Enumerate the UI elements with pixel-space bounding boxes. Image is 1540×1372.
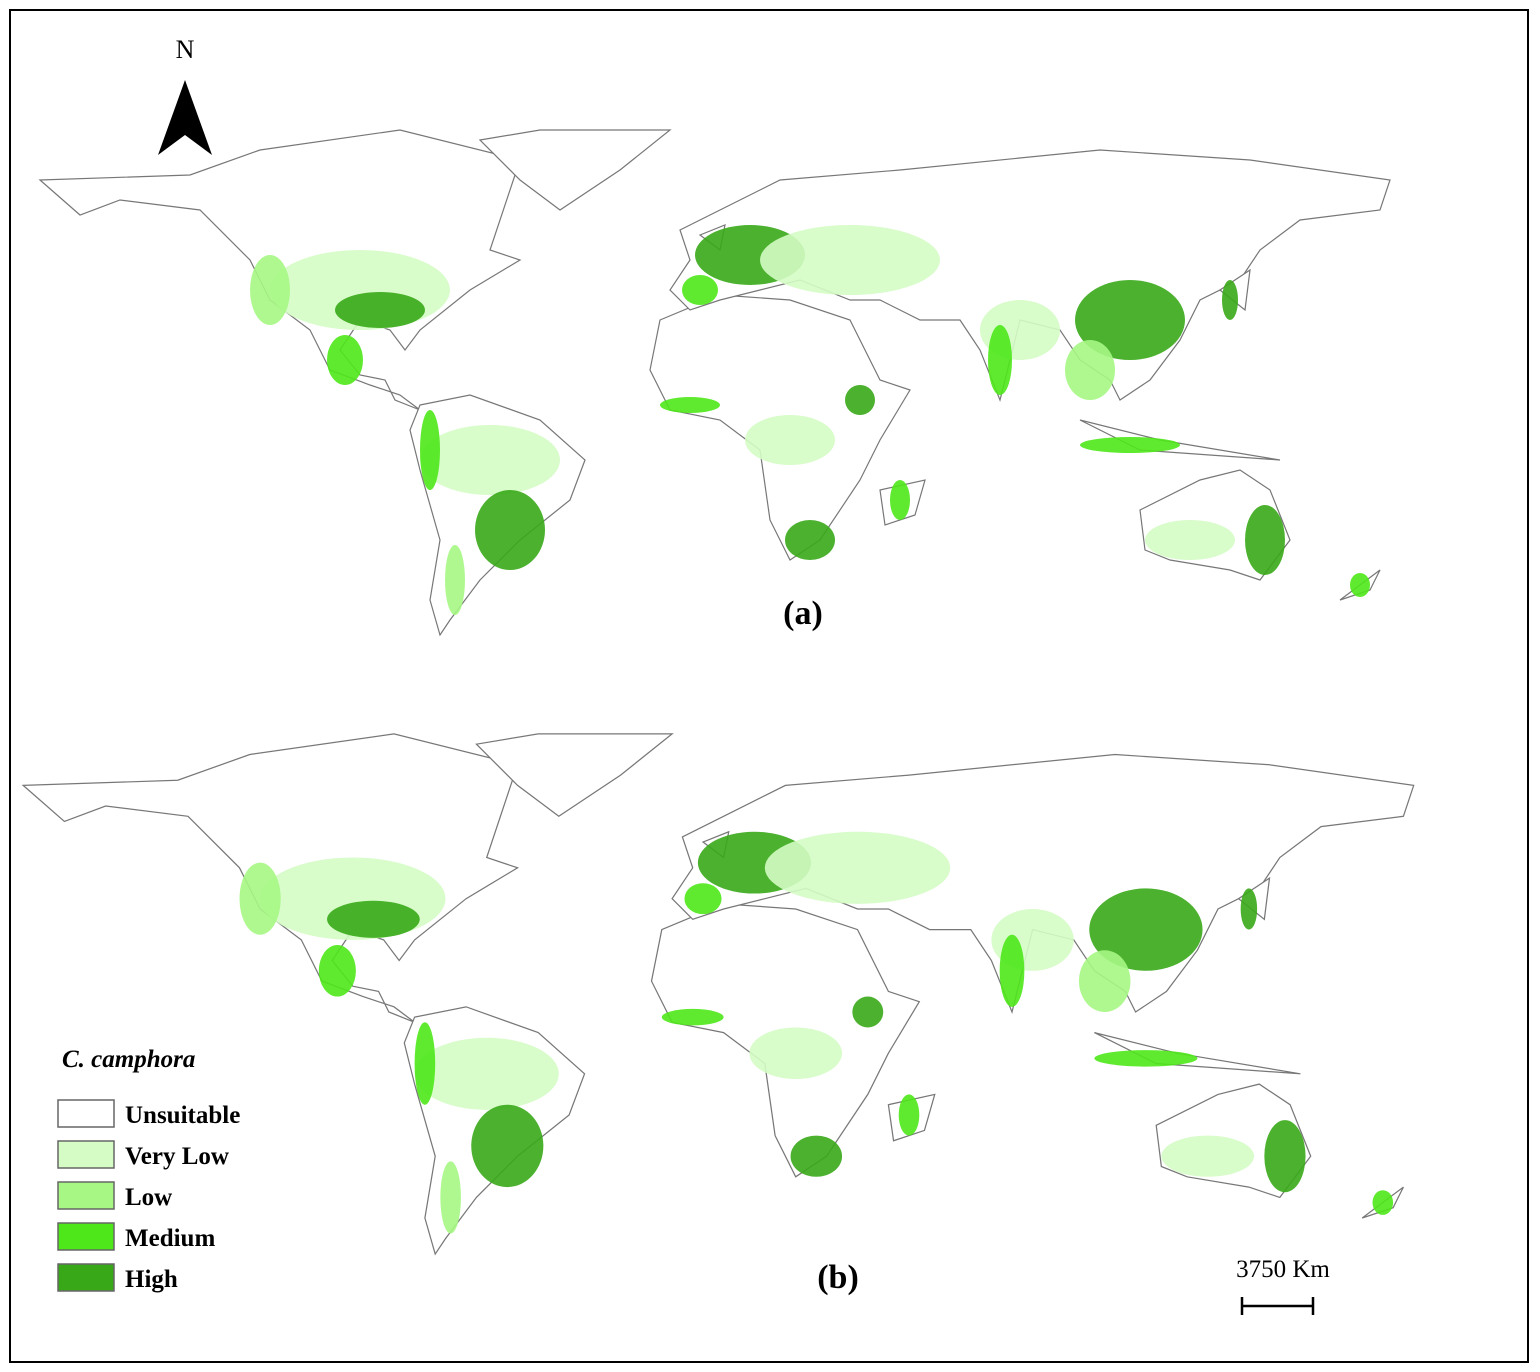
panel-label: (b) [817, 1259, 859, 1296]
north-arrow [185, 80, 212, 155]
legend-swatch [57, 1263, 115, 1292]
legend-label: Low [125, 1184, 172, 1211]
legend-swatch [57, 1181, 115, 1210]
legend-label: Medium [125, 1225, 215, 1252]
scale-bar [1240, 1297, 1315, 1315]
legend: Unsuitable Very Low Low Medium High [57, 1099, 240, 1293]
north-arrow [158, 80, 185, 155]
legend-label: High [125, 1266, 178, 1293]
scale-label: 3750 Km [1236, 1256, 1330, 1283]
legend-label: Unsuitable [125, 1102, 240, 1129]
north-label: N [176, 35, 195, 64]
legend-title: C. camphora [62, 1046, 195, 1073]
legend-label: Very Low [125, 1143, 229, 1170]
legend-swatch [57, 1140, 115, 1169]
legend-swatch [57, 1222, 115, 1251]
legend-swatch [57, 1099, 115, 1128]
panel-label: (a) [783, 595, 823, 632]
